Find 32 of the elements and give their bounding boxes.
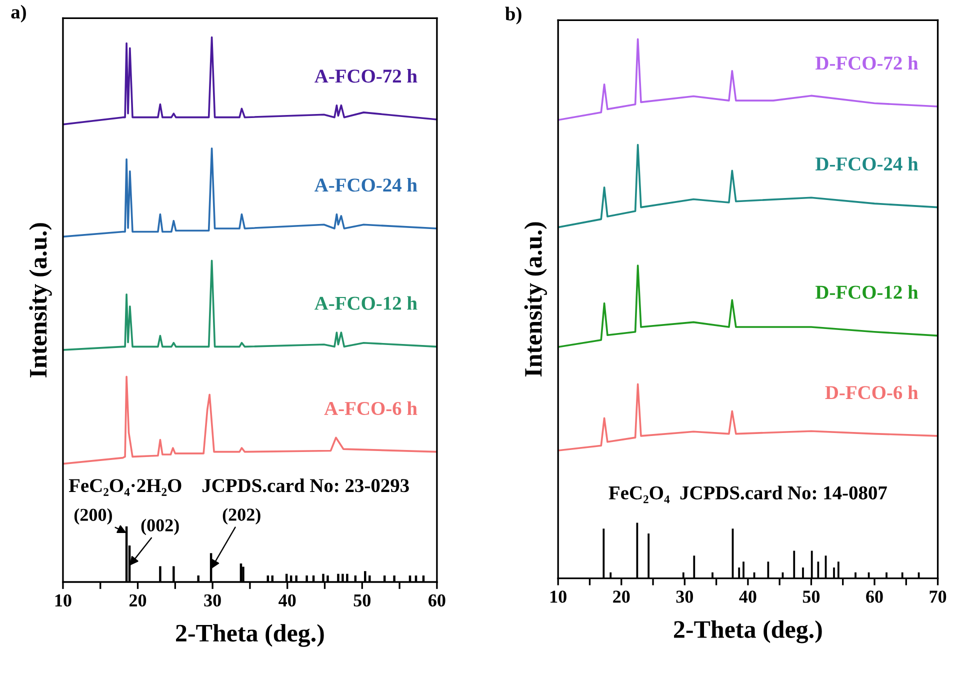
series-label: D-FCO-6 h [825,385,918,400]
x-tick-label: 30 [204,594,221,607]
x-axis-title: 2-Theta (deg.) [176,624,324,647]
y-axis-title: Intensity (a.u.) [29,223,52,378]
x-tick-label: 50 [802,590,820,603]
x-tick-label: 40 [739,590,756,603]
x-tick-label: 60 [428,594,446,607]
chart-title: b) [505,6,522,24]
x-tick-label: 20 [613,590,630,603]
annotation: (002) [141,518,179,536]
x-tick-label: 50 [354,594,370,607]
annotation: (202) [222,508,260,524]
x-tick-label: 30 [676,590,693,603]
series-label: A-FCO-24 h [314,178,418,192]
x-tick-label: 10 [55,594,72,607]
chart-title: a) [11,4,26,22]
x-axis-title: 2-Theta (deg.) [674,620,822,644]
series-label: A-FCO-72 h [314,69,418,83]
series-label: D-FCO-12 h [816,285,918,299]
series-label: A-FCO-6 h [324,401,418,416]
annotation: FeC₂O₄·2H₂O JCPDS.card No: 23-0293 [68,478,409,496]
x-tick-label: 70 [930,590,946,603]
y-axis-title: Intensity (a.u.) [524,222,547,377]
annotation: FeC₂O₄ JCPDS.card No: 14-0807 [608,486,887,504]
x-tick-label: 60 [866,590,883,603]
series-label: D-FCO-72 h [816,56,918,70]
x-tick-label: 40 [278,594,296,607]
series-label: A-FCO-12 h [314,296,418,310]
x-tick-label: 20 [129,594,146,607]
annotation: (200) [74,508,112,525]
series-label: D-FCO-24 h [816,156,918,171]
x-tick-label: 10 [550,590,566,603]
